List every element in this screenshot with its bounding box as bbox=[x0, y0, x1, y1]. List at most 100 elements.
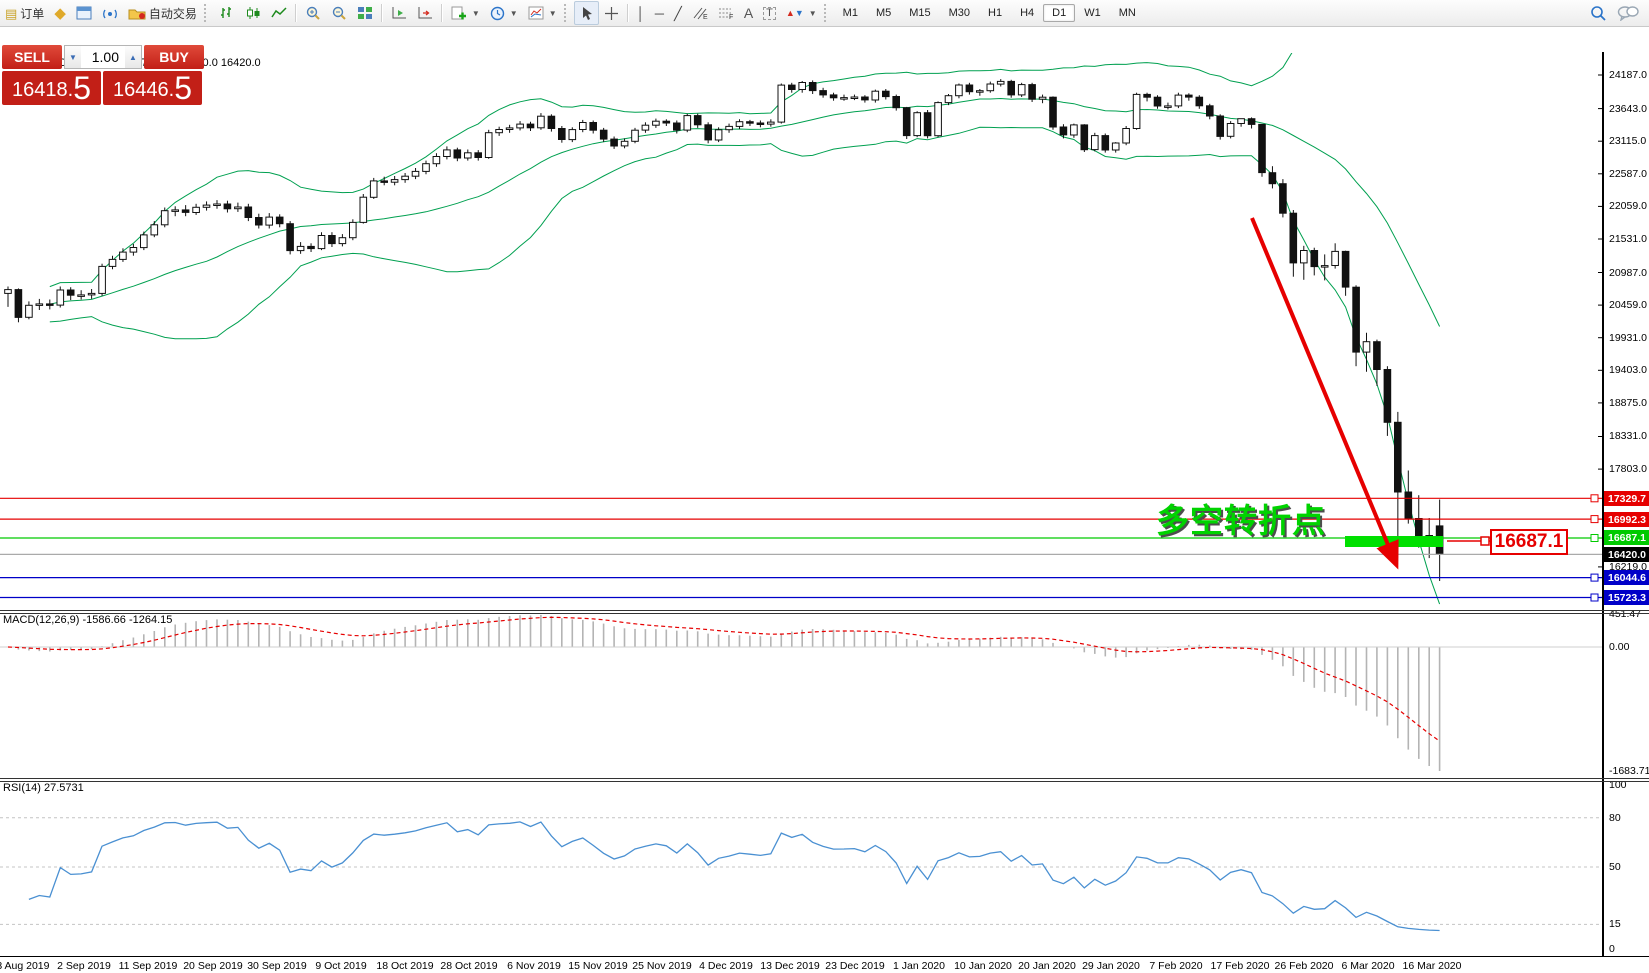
gold-icon: ◆ bbox=[54, 4, 66, 22]
volume-stepper: ▼ 1.00 ▲ bbox=[64, 45, 142, 69]
price-tick-label: 19931.0 bbox=[1609, 332, 1647, 344]
horizontal-line-icon: ─ bbox=[654, 5, 664, 21]
horizontal-line-tool[interactable]: ─ bbox=[650, 2, 669, 24]
date-label: 13 Dec 2019 bbox=[760, 960, 820, 972]
templates-button[interactable]: ▼ bbox=[523, 2, 562, 24]
tf-w1[interactable]: W1 bbox=[1084, 7, 1101, 19]
vertical-line-icon: │ bbox=[636, 5, 645, 21]
macd-axis-label: -1683.71 bbox=[1609, 765, 1649, 777]
price-marker-16420.0: 16420.0 bbox=[1604, 547, 1649, 562]
autotrading-button[interactable]: 自动交易 bbox=[123, 2, 202, 24]
toolbar-separator bbox=[626, 4, 629, 22]
pane-separator[interactable] bbox=[0, 778, 1649, 779]
rsi-axis-label: 100 bbox=[1609, 779, 1627, 791]
trendline-icon: ╱ bbox=[673, 5, 682, 21]
price-tick-label: 17803.0 bbox=[1609, 463, 1647, 475]
date-label: 1 Jan 2020 bbox=[893, 960, 945, 972]
sell-button[interactable]: SELL bbox=[2, 45, 62, 69]
timeframe-bar: M1 M5 M15 M30 H1 H4 D1 W1 MN bbox=[834, 4, 1145, 22]
bid-price[interactable]: 16418. 5 bbox=[2, 71, 101, 105]
toolbar-grip bbox=[563, 4, 569, 22]
date-label: 28 Oct 2019 bbox=[440, 960, 498, 972]
macd-histogram bbox=[0, 614, 1602, 771]
date-label: 23 Aug 2019 bbox=[0, 960, 50, 972]
chart-window-icon bbox=[76, 6, 92, 20]
chart-canvas[interactable] bbox=[0, 26, 1649, 973]
rsi-indicator-label: RSI(14) 27.5731 bbox=[3, 782, 84, 794]
tf-h4[interactable]: H4 bbox=[1020, 7, 1035, 19]
vertical-line-tool[interactable]: │ bbox=[632, 2, 650, 24]
green-highlight-bar[interactable] bbox=[1345, 536, 1443, 547]
date-label: 7 Feb 2020 bbox=[1149, 960, 1203, 972]
tf-d1[interactable]: D1 bbox=[1043, 4, 1076, 22]
indicators-icon bbox=[451, 6, 466, 19]
chart-window-button[interactable] bbox=[71, 2, 97, 24]
tf-m30[interactable]: M30 bbox=[948, 7, 971, 19]
indicators-button[interactable]: ▼ bbox=[446, 2, 485, 24]
level-lines bbox=[0, 494, 1602, 602]
date-label: 4 Dec 2019 bbox=[699, 960, 753, 972]
date-label: 11 Sep 2019 bbox=[118, 960, 178, 972]
template-icon bbox=[528, 6, 544, 20]
tile-windows-icon bbox=[357, 7, 372, 19]
channel-tool[interactable]: E bbox=[687, 2, 713, 24]
tf-h1[interactable]: H1 bbox=[988, 7, 1003, 19]
autoscroll-button[interactable] bbox=[386, 2, 412, 24]
zoom-in-button[interactable] bbox=[300, 2, 326, 24]
gold-button[interactable]: ◆ bbox=[49, 2, 71, 24]
date-label: 2 Sep 2019 bbox=[57, 960, 111, 972]
volume-increase-button[interactable]: ▲ bbox=[125, 46, 141, 68]
price-callout-box[interactable]: 16687.1 bbox=[1490, 529, 1568, 555]
volume-decrease-button[interactable]: ▼ bbox=[65, 46, 81, 68]
folder-icon bbox=[128, 9, 146, 20]
tf-m1[interactable]: M1 bbox=[842, 7, 858, 19]
crosshair-tool[interactable] bbox=[599, 2, 624, 24]
line-chart-icon bbox=[271, 7, 287, 18]
turning-point-annotation[interactable]: 多空转折点 bbox=[1156, 502, 1326, 539]
candlestick-button[interactable] bbox=[240, 2, 266, 24]
tile-windows-button[interactable] bbox=[352, 2, 378, 24]
toolbar-grip bbox=[203, 4, 209, 22]
tf-mn[interactable]: MN bbox=[1118, 7, 1136, 19]
pane-separator[interactable] bbox=[0, 610, 1649, 611]
price-tick-label: 23115.0 bbox=[1609, 135, 1647, 147]
periods-button[interactable]: ▼ bbox=[485, 2, 523, 24]
trendline-tool[interactable]: ╱ bbox=[669, 2, 687, 24]
line-chart-button[interactable] bbox=[266, 2, 292, 24]
text-label-tool[interactable]: T bbox=[758, 2, 781, 24]
clock-icon bbox=[490, 6, 504, 20]
bar-chart-button[interactable] bbox=[214, 2, 240, 24]
search-icon[interactable] bbox=[1590, 5, 1607, 22]
toolbar-separator bbox=[294, 4, 297, 22]
tf-m5[interactable]: M5 bbox=[875, 7, 892, 19]
tf-m15[interactable]: M15 bbox=[909, 7, 931, 19]
date-label: 6 Mar 2020 bbox=[1341, 960, 1395, 972]
date-label: 9 Oct 2019 bbox=[315, 960, 367, 972]
volume-value[interactable]: 1.00 bbox=[91, 49, 119, 65]
signals-button[interactable] bbox=[97, 2, 123, 24]
chart-shift-button[interactable] bbox=[412, 2, 438, 24]
ask-price[interactable]: 16446. 5 bbox=[103, 71, 202, 105]
text-icon: A bbox=[743, 5, 754, 21]
new-order-button[interactable]: ▤ 订单 bbox=[5, 5, 45, 21]
rsi-axis-label: 50 bbox=[1609, 861, 1621, 873]
chat-icon[interactable] bbox=[1617, 5, 1639, 21]
price-tick-label: 18331.0 bbox=[1609, 430, 1647, 442]
pane-separator[interactable] bbox=[0, 613, 1649, 614]
arrows-tool[interactable]: ▲▼ ▼ bbox=[781, 2, 822, 24]
fibonacci-tool[interactable]: F bbox=[713, 2, 739, 24]
price-marker-16044.6: 16044.6 bbox=[1604, 570, 1649, 585]
pane-separator[interactable] bbox=[0, 781, 1649, 782]
price-marker-16687.1: 16687.1 bbox=[1604, 530, 1649, 545]
price-tick-label: 21531.0 bbox=[1609, 233, 1647, 245]
dropdown-arrow-icon: ▼ bbox=[808, 8, 817, 18]
price-tick-label: 20459.0 bbox=[1609, 299, 1647, 311]
zoom-out-button[interactable] bbox=[326, 2, 352, 24]
text-label-icon: T bbox=[763, 6, 776, 20]
cursor-tool[interactable] bbox=[573, 1, 599, 25]
svg-text:E: E bbox=[703, 14, 708, 20]
buy-button[interactable]: BUY bbox=[144, 45, 204, 69]
text-tool[interactable]: A bbox=[739, 2, 758, 24]
date-axis[interactable]: 23 Aug 2019 2 Sep 2019 11 Sep 2019 20 Sep 2… bbox=[0, 957, 1649, 973]
price-axis[interactable]: 24187.0 23643.0 23115.0 22587.0 22059.0 21531… bbox=[1603, 52, 1649, 956]
